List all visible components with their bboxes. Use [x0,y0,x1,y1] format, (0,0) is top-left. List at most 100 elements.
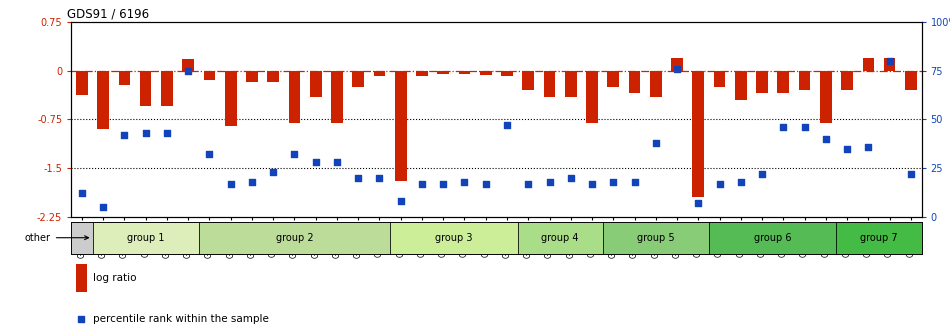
Point [74,191,89,196]
Bar [629,71,640,93]
Point [393,199,408,204]
Text: other: other [25,233,88,243]
Bar [777,71,789,93]
Bar [390,222,518,254]
Point [351,175,366,180]
Bar [502,71,513,76]
Text: group 2: group 2 [276,233,314,243]
Text: group 5: group 5 [637,233,674,243]
Point [733,179,749,184]
Point [818,136,833,141]
Bar [310,71,321,96]
Text: group 1: group 1 [127,233,164,243]
Point [903,171,919,176]
Point [754,171,770,176]
Bar [225,71,237,126]
Point [244,179,259,184]
Bar [182,59,194,71]
Bar [820,71,831,123]
Bar [693,71,704,197]
Point [138,130,153,136]
Bar [97,71,109,129]
Text: GDS91 / 6196: GDS91 / 6196 [67,8,149,21]
Point [436,181,451,186]
Bar [650,71,661,96]
Bar [543,71,556,96]
Bar [119,71,130,85]
Text: group 6: group 6 [754,233,791,243]
Point [606,179,621,184]
Point [414,181,429,186]
Text: group 4: group 4 [542,233,579,243]
Bar [672,57,683,71]
Bar [480,71,491,75]
Bar [836,222,922,254]
Bar [565,71,577,96]
Bar [92,222,199,254]
Point [776,124,791,130]
Bar [416,71,428,76]
Text: log ratio: log ratio [93,273,137,283]
Point [712,181,727,186]
Point [563,175,579,180]
Bar [373,71,386,76]
Point [371,175,387,180]
Bar [713,71,726,87]
Point [308,160,323,165]
Point [797,124,812,130]
Point [266,169,281,175]
Point [584,181,599,186]
Point [861,144,876,149]
Bar [140,71,151,106]
Bar [607,71,619,87]
Point [542,179,557,184]
Text: group 3: group 3 [435,233,472,243]
Point [201,152,217,157]
Point [330,160,345,165]
Point [627,179,642,184]
Bar [395,71,407,181]
Point [223,181,238,186]
Bar [522,71,534,90]
Bar [199,222,390,254]
Point [160,130,175,136]
Text: percentile rank within the sample: percentile rank within the sample [93,314,269,324]
Point [521,181,536,186]
Bar [332,71,343,123]
Bar [267,71,279,82]
Bar [756,71,768,93]
Point [117,132,132,137]
Point [180,68,196,73]
Bar [289,71,300,123]
Bar [162,71,173,106]
Point [840,146,855,151]
Bar [203,71,216,80]
Point [500,122,515,128]
Bar [459,71,470,74]
Bar [246,71,257,82]
Bar [71,222,92,254]
Bar [76,71,87,95]
Bar [518,222,602,254]
Bar [905,71,917,90]
Point [670,66,685,71]
Point [691,200,706,206]
Point [882,58,897,64]
Point [648,140,663,145]
Text: group 7: group 7 [860,233,898,243]
Bar [884,57,896,71]
Bar [799,71,810,90]
Point [457,179,472,184]
Bar [842,71,853,90]
Bar [863,57,874,71]
Bar [352,71,364,87]
Point [478,181,493,186]
Bar [709,222,836,254]
Point [287,152,302,157]
Bar [75,264,86,292]
Bar [602,222,709,254]
Bar [586,71,598,123]
Point [73,317,88,322]
Bar [437,71,449,74]
Bar [735,71,747,100]
